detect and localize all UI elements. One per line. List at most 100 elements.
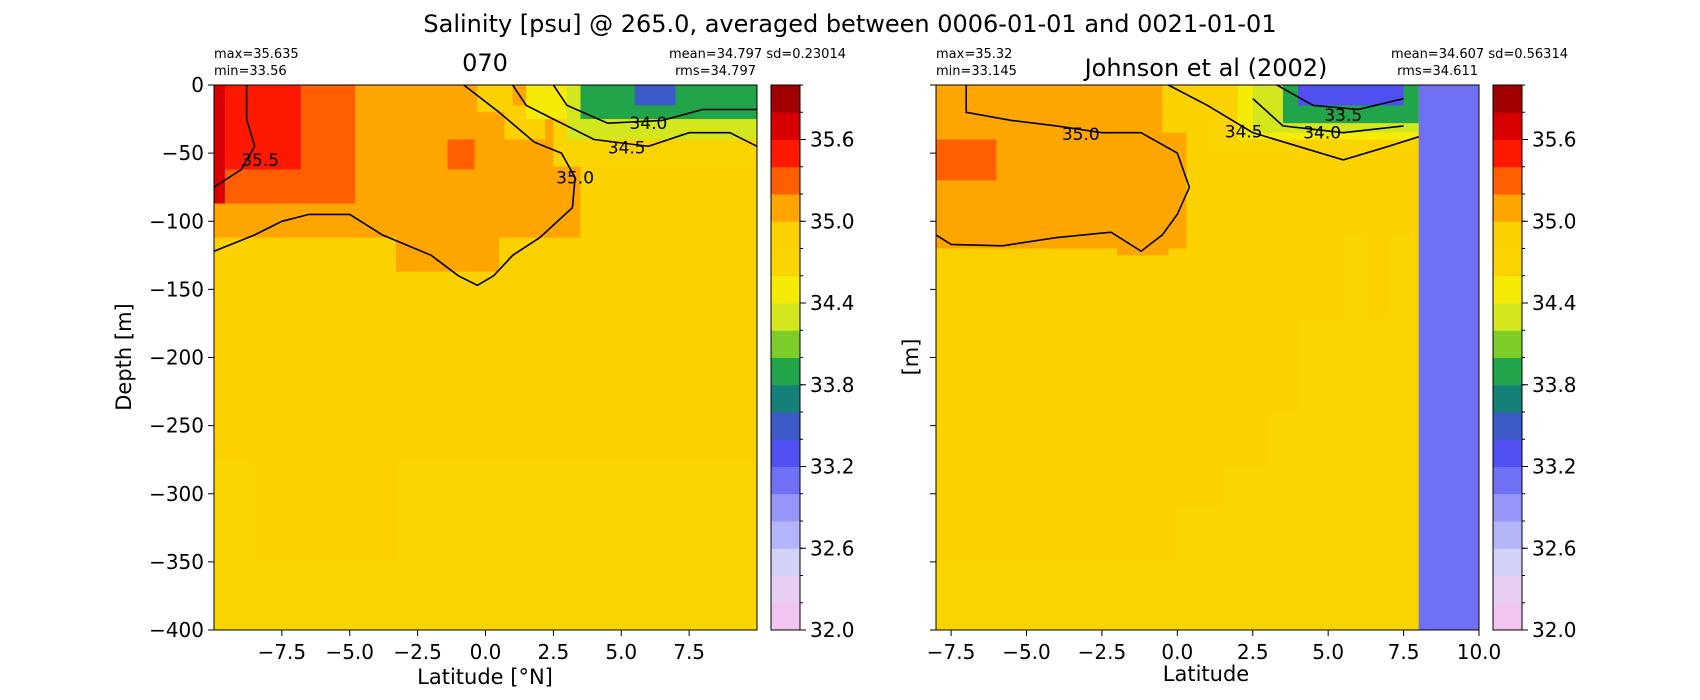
colorbar-segment	[1493, 330, 1522, 358]
colorbar-tick-label: 32.6	[810, 536, 855, 560]
contour-label: 34.0	[1303, 124, 1341, 144]
colorbar-segment	[771, 548, 800, 576]
x-tick-label: −2.5	[393, 640, 442, 664]
colorbar-segment	[771, 357, 800, 386]
y-tick-label: −300	[149, 482, 204, 506]
colorbar-tick-label: 33.2	[1532, 455, 1577, 479]
contour-label: 35.0	[1062, 125, 1100, 145]
x-tick-label: 2.5	[1237, 640, 1269, 664]
colorbar-segment	[1493, 439, 1522, 467]
contour-label: 35.5	[241, 151, 279, 171]
colorbar-segment	[771, 602, 800, 631]
colorbar-tick-label: 32.0	[1532, 618, 1577, 642]
panel-model-stat-min: min=33.56	[214, 64, 287, 79]
contour-label: 34.0	[629, 114, 667, 134]
panel-obs-ylabel: [m]	[899, 339, 923, 376]
field-cell	[395, 237, 500, 272]
colorbar-obs: 32.0 32.6 33.2 33.8 34.4 35.0 35.6	[1492, 84, 1577, 642]
colorbar-segment	[771, 439, 800, 467]
colorbar-segment	[771, 412, 800, 440]
colorbar-segment	[771, 248, 800, 277]
colorbar-segment	[771, 330, 800, 358]
contour-line	[512, 84, 758, 148]
colorbar-segment	[771, 466, 800, 495]
colorbar-segment	[1493, 466, 1522, 495]
panel-model-title: 070	[462, 49, 508, 77]
y-tick-label: −350	[149, 550, 204, 574]
x-tick-label: −5.0	[325, 640, 374, 664]
panel-model-stat-max: max=35.635	[214, 47, 299, 62]
y-tick-label: −150	[149, 277, 204, 301]
panel-obs-title: Johnson et al (2002)	[1083, 54, 1328, 82]
colorbar-segment	[1493, 248, 1522, 277]
x-tick-label: 2.5	[537, 640, 569, 664]
panel-model-stat-rms: rms=34.797	[675, 64, 756, 79]
field-cell	[526, 85, 567, 120]
field-cell	[214, 85, 301, 170]
colorbar-segment	[1493, 275, 1522, 304]
colorbar-segment	[771, 384, 800, 413]
contour-line	[1276, 84, 1404, 111]
colorbar-segment	[1493, 194, 1522, 222]
colorbar-segment	[771, 194, 800, 222]
colorbar-segment	[771, 221, 800, 249]
x-tick-label: 5.0	[1312, 640, 1344, 664]
colorbar-segment	[771, 493, 800, 522]
colorbar-tick-label: 35.0	[810, 209, 855, 233]
figure-suptitle: Salinity [psu] @ 265.0, averaged between…	[423, 10, 1276, 38]
colorbar-segment	[1493, 521, 1522, 549]
colorbar-segment	[771, 166, 800, 195]
panel-obs: Johnson et al (2002) max=35.32 min=33.14…	[899, 47, 1568, 686]
colorbar-tick-label: 33.2	[810, 455, 855, 479]
y-tick-label: −400	[149, 618, 204, 642]
colorbar-tick-label: 34.4	[1532, 291, 1577, 315]
colorbar-segment	[771, 85, 800, 113]
colorbar-segment	[1493, 384, 1522, 413]
field-cell	[1418, 85, 1479, 630]
colorbar-segment	[1493, 575, 1522, 604]
panel-obs-stat-max: max=35.32	[936, 47, 1012, 62]
panel-obs-stat-min: min=33.145	[936, 64, 1017, 79]
x-tick-label: 7.5	[673, 640, 705, 664]
colorbar-segment	[771, 112, 800, 140]
field-cell	[936, 139, 997, 181]
contour-line	[213, 84, 576, 287]
x-tick-label: 5.0	[605, 640, 637, 664]
x-tick-label: 10.0	[1457, 640, 1502, 664]
contour-line	[1252, 98, 1404, 134]
colorbar-tick-label: 33.8	[810, 373, 855, 397]
y-tick-label: −200	[149, 346, 204, 370]
panel-model-xlabel: Latitude [°N]	[417, 665, 553, 689]
contour-line	[1167, 84, 1419, 161]
colorbar-segment	[771, 521, 800, 549]
x-tick-label: 7.5	[1388, 640, 1420, 664]
colorbar-segment	[1493, 221, 1522, 249]
y-tick-label: −50	[162, 141, 204, 165]
colorbar-tick-label: 34.4	[810, 291, 855, 315]
colorbar-tick-label: 35.6	[1532, 128, 1577, 152]
contour-label: 35.0	[556, 169, 594, 189]
panel-obs-plot-area: 35.0 34.5 34.033.5 −7.5 −5.0 −2.5 0.0 2.5 5.0 7.5…	[927, 84, 1502, 664]
colorbar-segment	[1493, 548, 1522, 576]
colorbar-model: 32.0 32.6 33.2 33.8 34.4 35.0 35.6	[770, 84, 855, 642]
colorbar-segment	[771, 275, 800, 304]
field-cell	[447, 139, 475, 170]
colorbar-segment	[1493, 139, 1522, 168]
colorbar-segment	[1493, 303, 1522, 331]
y-tick-label: −250	[149, 414, 204, 438]
colorbar-segment	[771, 139, 800, 168]
field-cell	[1117, 234, 1169, 256]
x-tick-label: 0.0	[470, 640, 502, 664]
contour-label: 34.5	[608, 139, 646, 159]
field-cell	[634, 85, 676, 106]
colorbar-tick-label: 32.0	[810, 618, 855, 642]
colorbar-segment	[1493, 166, 1522, 195]
colorbar-segment	[1493, 412, 1522, 440]
contour-line	[935, 85, 1191, 253]
colorbar-tick-label: 32.6	[1532, 536, 1577, 560]
colorbar-segment	[1493, 357, 1522, 386]
colorbar-segment	[1493, 112, 1522, 140]
colorbar-segment	[1493, 493, 1522, 522]
panel-obs-stat-mean-sd: mean=34.607 sd=0.56314	[1391, 47, 1568, 62]
colorbar-tick-label: 35.6	[810, 128, 855, 152]
